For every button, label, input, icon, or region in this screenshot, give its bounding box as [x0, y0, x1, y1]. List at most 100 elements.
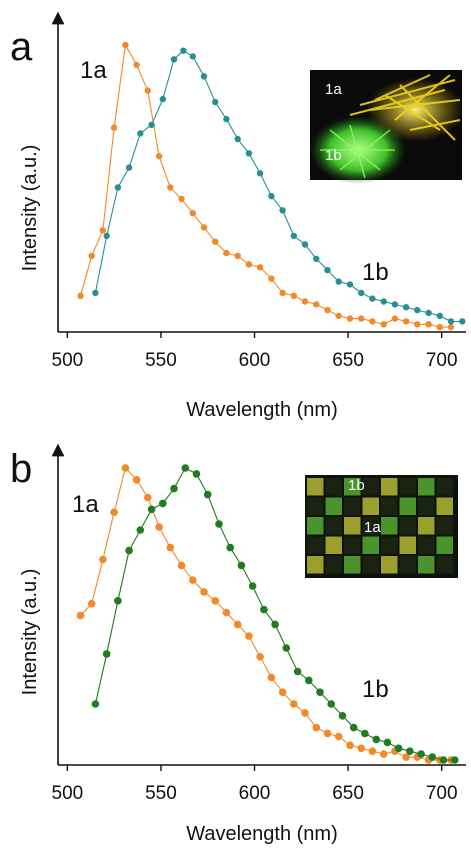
data-point-1a — [234, 252, 241, 260]
x-tick-label: 600 — [239, 350, 271, 371]
data-point-1a — [178, 195, 185, 203]
data-point-1b — [189, 53, 196, 60]
x-tick-label: 600 — [239, 783, 271, 804]
data-point-1b — [92, 289, 99, 297]
data-point-1b — [148, 121, 155, 128]
data-point-1b — [369, 295, 376, 302]
inset-tile — [418, 517, 435, 535]
data-point-1b — [203, 490, 212, 499]
data-point-1b — [406, 747, 414, 755]
series-line-1a — [79, 43, 451, 328]
inset-tile — [362, 497, 379, 515]
inset-tile — [307, 517, 324, 535]
data-point-1a — [313, 301, 320, 308]
inset-tile — [325, 556, 342, 574]
data-point-1b — [439, 756, 448, 764]
data-point-1b — [349, 723, 358, 732]
data-point-1a — [233, 620, 242, 629]
data-point-1a — [155, 153, 163, 160]
data-point-1b — [327, 700, 336, 708]
inset-tile — [362, 478, 379, 496]
data-point-1a — [323, 729, 332, 738]
data-point-1a — [166, 543, 175, 552]
data-point-1a — [110, 124, 118, 131]
data-point-1b — [159, 499, 167, 508]
data-point-1a — [245, 632, 253, 640]
inset-tile — [436, 536, 453, 554]
data-point-1a — [87, 599, 96, 608]
data-point-1b — [361, 729, 369, 738]
inset-tile — [436, 556, 453, 574]
data-point-1a — [256, 653, 264, 661]
inset-tile — [436, 517, 453, 535]
series-label-1b: 1b — [362, 676, 389, 703]
inset-tile — [436, 497, 453, 515]
data-point-1a — [301, 709, 309, 717]
data-point-1a — [133, 61, 140, 69]
x-tick-label: 650 — [332, 783, 364, 804]
inset-tile — [399, 536, 416, 554]
data-point-1a — [200, 588, 208, 596]
data-point-1a — [279, 289, 286, 297]
data-point-1a — [278, 688, 287, 696]
data-point-1b — [380, 298, 387, 305]
data-point-1b — [114, 184, 122, 191]
data-point-1b — [234, 135, 241, 143]
data-point-1b — [159, 95, 166, 103]
series-label-1b: 1b — [362, 259, 389, 286]
data-point-1b — [245, 150, 253, 157]
inset-tile — [418, 536, 435, 554]
data-point-1b — [414, 306, 421, 314]
data-point-1b — [226, 543, 234, 552]
panel-a-x-axis-label: Wavelength (nm) — [186, 399, 338, 421]
inset-tile — [399, 556, 416, 574]
panel-a-inset-label-1b: 1b — [325, 147, 342, 164]
data-point-1a — [335, 312, 342, 319]
data-point-1a — [301, 298, 309, 305]
data-point-1a — [414, 321, 421, 328]
data-point-1a — [357, 744, 366, 753]
inset-tile — [344, 478, 361, 496]
data-point-1a — [447, 323, 455, 331]
data-point-1b — [248, 582, 257, 590]
data-point-1b — [215, 520, 223, 528]
panel-a-inset-label-1a: 1a — [325, 81, 342, 98]
data-point-1b — [313, 255, 320, 262]
data-point-1b — [192, 470, 201, 478]
data-point-1b — [223, 115, 230, 123]
panel-a-y-axis-label: Intensity (a.u.) — [19, 145, 41, 272]
data-point-1b — [383, 738, 392, 747]
inset-tile — [381, 478, 398, 496]
series-label-1a: 1a — [80, 57, 107, 84]
data-point-1b — [425, 309, 432, 317]
x-tick-label: 500 — [52, 783, 84, 804]
inset-tile — [307, 497, 324, 515]
data-point-1a — [110, 508, 118, 517]
inset-tile — [344, 556, 361, 574]
x-tick-label: 550 — [145, 350, 177, 371]
data-point-1b — [260, 605, 268, 614]
data-point-1b — [358, 289, 365, 297]
data-point-1a — [380, 321, 387, 328]
data-point-1a — [77, 292, 84, 299]
panel-b-x-axis-label: Wavelength (nm) — [186, 823, 338, 845]
data-point-1a — [122, 41, 129, 49]
data-point-1b — [137, 130, 144, 137]
inset-tile — [399, 497, 416, 515]
data-point-1b — [451, 756, 459, 764]
data-point-1b — [316, 688, 324, 696]
inset-tile — [381, 517, 398, 535]
data-point-1a — [76, 611, 85, 620]
data-point-1b — [372, 735, 381, 744]
data-point-1a — [223, 249, 230, 257]
data-point-1a — [346, 315, 354, 322]
data-point-1b — [103, 232, 110, 240]
inset-tile — [418, 497, 435, 515]
data-point-1a — [425, 321, 432, 328]
data-point-1b — [181, 464, 190, 472]
series-line-1b — [94, 50, 463, 322]
inset-tile — [399, 517, 416, 535]
data-point-1a — [99, 555, 107, 564]
x-tick-label: 700 — [426, 350, 458, 371]
data-point-1a — [189, 210, 196, 217]
